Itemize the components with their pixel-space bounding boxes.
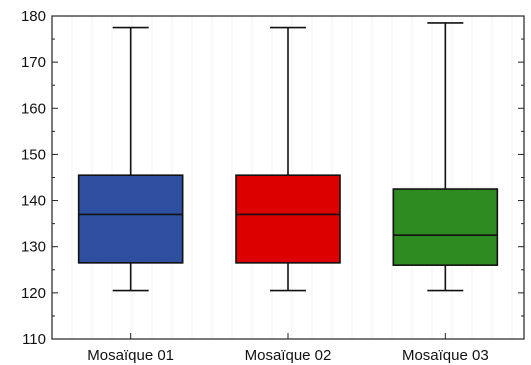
iqr-box (79, 175, 183, 263)
y-tick-label: 180 (21, 8, 46, 25)
y-tick-label: 170 (21, 54, 46, 71)
x-tick-label: Mosaïque 02 (245, 347, 332, 364)
y-tick-label: 110 (22, 331, 46, 348)
y-tick-label: 160 (21, 100, 46, 117)
boxes-layer (79, 23, 498, 291)
iqr-box (236, 175, 340, 263)
x-axis: Mosaïque 01 Mosaïque 02 Mosaïque 03 (87, 333, 488, 364)
x-tick-label: Mosaïque 03 (402, 347, 489, 364)
box-1 (79, 28, 183, 291)
y-tick-label: 120 (21, 285, 46, 302)
x-tick-label: Mosaïque 01 (87, 347, 174, 364)
iqr-box (393, 189, 497, 265)
y-tick-label: 130 (21, 239, 46, 256)
y-tick-label: 140 (21, 193, 46, 210)
box-3 (393, 23, 497, 291)
y-tick-label: 150 (21, 146, 46, 163)
